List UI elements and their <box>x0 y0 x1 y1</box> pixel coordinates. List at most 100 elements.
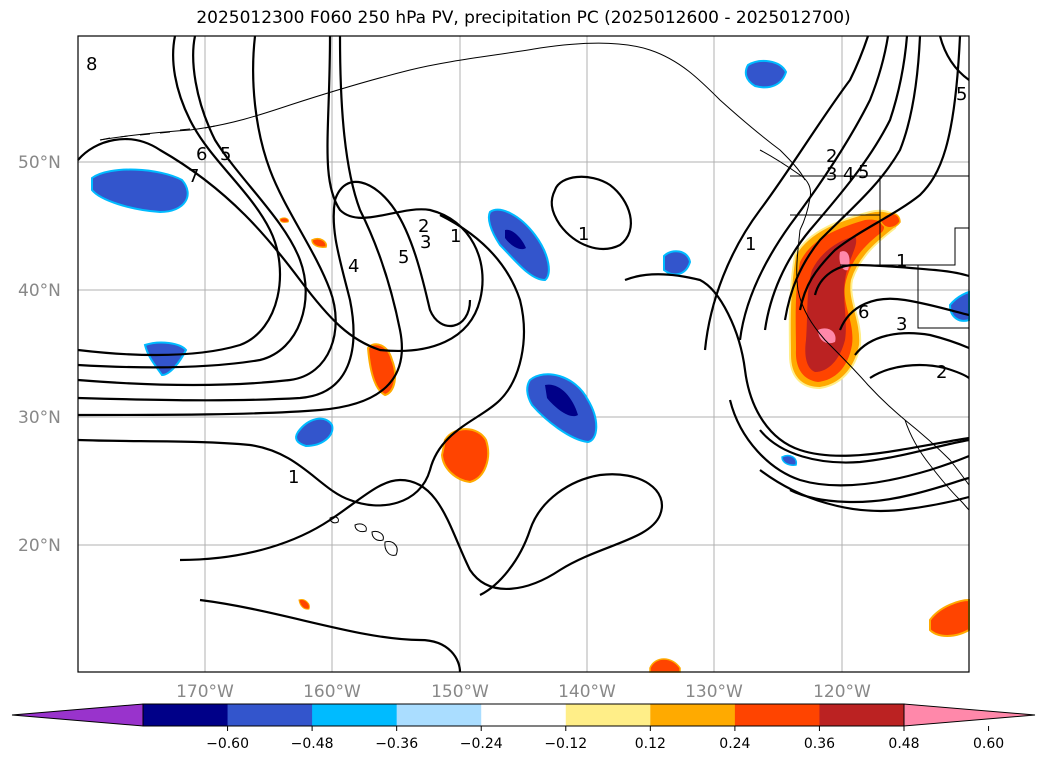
contour-east-1 <box>703 35 870 351</box>
us-west-coast <box>796 229 970 486</box>
colorbar-segment <box>650 704 736 726</box>
pos-blob-small-1 <box>311 237 328 248</box>
contour-label: 4 <box>843 164 854 185</box>
lon-label-120w: 120°W <box>813 682 871 702</box>
lat-label-30n: 30°N <box>18 408 61 428</box>
pos-blob-west-center <box>366 343 397 397</box>
contour-label: 3 <box>420 232 431 253</box>
alaska-coast <box>99 42 806 181</box>
contour-east-2 <box>738 35 890 341</box>
contour-label: 5 <box>398 247 409 268</box>
colorbar-tick-label: 0.24 <box>719 736 750 752</box>
contour-label: 1 <box>578 224 589 245</box>
contour-center-north <box>550 175 632 250</box>
contour-label: 5 <box>858 162 869 183</box>
colorbar-segment <box>734 704 820 726</box>
contour-label: 1 <box>288 467 299 488</box>
state-border-3 <box>917 265 969 329</box>
contour-label: 5 <box>220 144 231 165</box>
lon-label-160w: 160°W <box>303 682 361 702</box>
pos-blob-west-coast-max-2 <box>818 328 836 344</box>
colorbar-extend-low <box>11 703 144 727</box>
colorbar-segment <box>565 704 651 726</box>
contour-label: 2 <box>826 146 837 167</box>
neg-blob-small-south <box>781 454 798 466</box>
contour-east-7 <box>854 332 970 356</box>
contour-west-6 <box>77 35 403 417</box>
hawaii-2 <box>354 523 367 533</box>
colorbar-tick-label: −0.60 <box>206 736 249 752</box>
hawaii-1 <box>329 516 339 524</box>
lat-label-20n: 20°N <box>18 536 61 556</box>
neg-blob-ne <box>744 59 788 89</box>
contour-east-10 <box>759 469 970 513</box>
neg-blob-east-small <box>663 250 692 276</box>
contour-label: 6 <box>858 302 869 323</box>
lon-label-130w: 130°W <box>685 682 743 702</box>
contour-east-11 <box>728 399 970 487</box>
contour-east-9 <box>789 476 970 504</box>
colorbar-extend-high <box>903 703 1036 727</box>
pos-blob-small-2 <box>279 217 289 223</box>
colorbar-segment <box>312 704 398 726</box>
contour-east-4 <box>783 35 922 321</box>
pv-contours <box>77 35 970 673</box>
contour-west-2 <box>77 35 282 357</box>
colorbar-tick-label: −0.36 <box>375 736 418 752</box>
contour-east-3 <box>763 35 909 331</box>
contour-south-loop <box>179 473 663 596</box>
contour-east-5 <box>798 35 962 311</box>
neg-blob-sw <box>295 417 334 448</box>
colorbar-frame <box>142 703 905 727</box>
contour-west-4 <box>77 35 337 387</box>
neg-blob-nw <box>91 168 189 214</box>
colorbar: −0.60 −0.48 −0.36 −0.24 −0.12 0.12 0.24 0.36 0.4… <box>11 703 1036 752</box>
baja-coast <box>904 419 970 511</box>
map-title: 2025012300 F060 250 hPa PV, precipitatio… <box>196 8 851 28</box>
contour-label: 2 <box>936 362 947 383</box>
colorbar-tick-label: 0.48 <box>888 736 919 752</box>
hawaii-4 <box>384 541 398 556</box>
contour-label: 8 <box>86 54 97 75</box>
contour-east-8 <box>869 363 970 379</box>
contour-label: 5 <box>956 84 967 105</box>
contour-label: 7 <box>188 166 199 187</box>
colorbar-segment <box>396 704 482 726</box>
longitude-labels: 170°W 160°W 150°W 140°W 130°W 120°W <box>176 682 871 702</box>
contour-south-lower <box>199 598 462 673</box>
contour-center-east <box>624 273 970 457</box>
precip-negative-anomalies <box>91 59 970 466</box>
contour-label: 1 <box>450 226 461 247</box>
pos-blob-center-south <box>440 428 490 484</box>
contour-label: 3 <box>896 314 907 335</box>
colorbar-segment <box>143 704 229 726</box>
colorbar-tick-label: −0.24 <box>460 736 503 752</box>
contour-label: 1 <box>896 251 907 272</box>
colorbar-tick-label: 0.60 <box>973 736 1004 752</box>
contour-east-inner <box>813 263 970 296</box>
colorbar-segment <box>819 704 905 726</box>
latitude-labels: 50°N 40°N 30°N 20°N <box>18 153 61 556</box>
neg-blob-center-core <box>545 384 578 417</box>
contour-label: 4 <box>348 256 359 277</box>
colorbar-tick-label: −0.12 <box>544 736 587 752</box>
colorbar-segment <box>227 704 313 726</box>
contour-west-5 <box>77 180 472 402</box>
contour-west-1 <box>77 35 484 352</box>
lon-label-150w: 150°W <box>431 682 489 702</box>
contour-label: 6 <box>196 144 207 165</box>
gridlines <box>78 36 969 672</box>
colorbar-tick-label: −0.48 <box>291 736 334 752</box>
map-frame <box>77 35 970 673</box>
contour-label: 3 <box>826 164 837 185</box>
pos-blob-small-3 <box>298 599 310 610</box>
lat-label-50n: 50°N <box>18 153 61 173</box>
contour-east-12 <box>759 429 970 464</box>
colorbar-segment <box>481 704 567 726</box>
lat-label-40n: 40°N <box>18 281 61 301</box>
colorbar-tick-label: 0.36 <box>804 736 835 752</box>
lon-label-140w: 140°W <box>558 682 616 702</box>
colorbar-tick-label: 0.12 <box>635 736 666 752</box>
contour-1-south <box>77 214 526 507</box>
contour-far-ne <box>938 35 970 81</box>
